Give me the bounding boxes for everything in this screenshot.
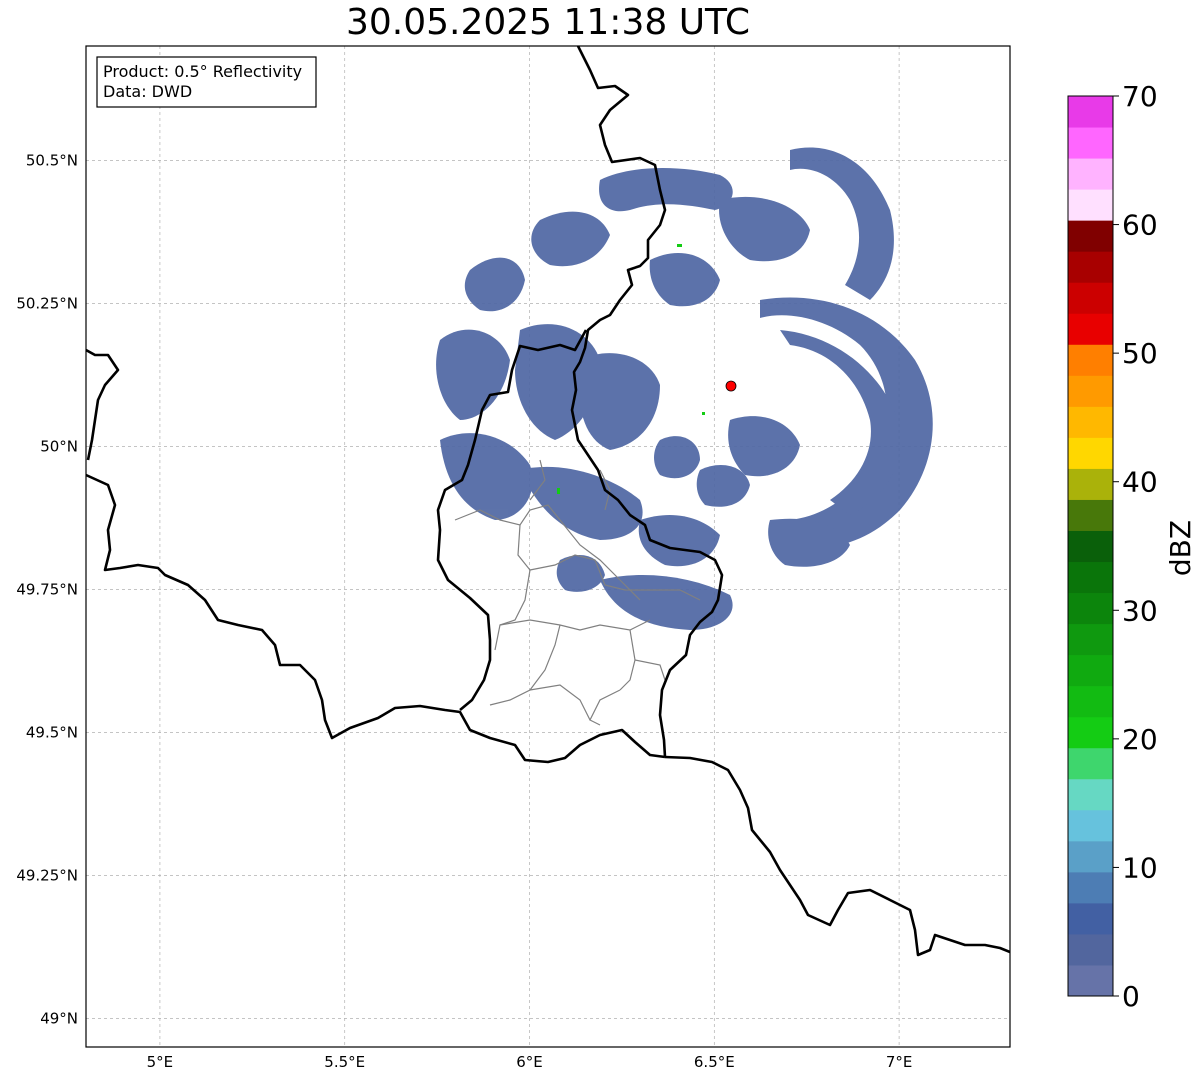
- colorbar-segment: [1068, 158, 1113, 190]
- reflectivity-echoes: [436, 147, 933, 630]
- national-borders: [86, 46, 1010, 957]
- colorbar-segment: [1068, 468, 1113, 500]
- colorbar-frame: [1067, 95, 1114, 997]
- gridlines: [86, 46, 1010, 1047]
- colorbar-segment: [1068, 716, 1113, 749]
- lon-tick-label: 6°E: [516, 1053, 543, 1071]
- colorbar-segment: [1068, 406, 1113, 438]
- colorbar-segment: [1068, 809, 1113, 842]
- info-data-source: Data: DWD: [103, 82, 192, 101]
- colorbar-tick-label: 60: [1122, 209, 1158, 242]
- info-product: Product: 0.5° Reflectivity: [103, 62, 302, 81]
- colorbar-segment: [1068, 189, 1113, 221]
- colorbar-tick-label: 70: [1122, 80, 1158, 113]
- map-title: 30.05.2025 11:38 UTC: [345, 2, 751, 43]
- lon-tick-label: 5°E: [147, 1053, 174, 1071]
- colorbar: [1068, 96, 1113, 997]
- colorbar-segment: [1068, 282, 1113, 314]
- lat-tick-label: 49.75°N: [16, 580, 78, 598]
- lon-tick-label: 7°E: [886, 1053, 913, 1071]
- colorbar-segment: [1068, 902, 1113, 935]
- colorbar-segment: [1068, 840, 1113, 873]
- colorbar-segment: [1068, 530, 1113, 563]
- colorbar-segment: [1068, 623, 1113, 656]
- colorbar-label: dBZ: [1164, 520, 1197, 576]
- colorbar-tick-label: 30: [1122, 594, 1158, 627]
- colorbar-segment: [1068, 561, 1113, 594]
- colorbar-segment: [1068, 871, 1113, 904]
- colorbar-segment: [1068, 220, 1113, 252]
- latitude-tick-labels: 49°N 49.25°N 49.5°N 49.75°N 50°N 50.25°N 50.5°…: [16, 151, 78, 1027]
- colorbar-segment: [1068, 127, 1113, 159]
- lon-tick-label: 5.5°E: [324, 1053, 365, 1071]
- colorbar-segment: [1068, 654, 1113, 687]
- colorbar-tick-label: 20: [1122, 723, 1158, 756]
- colorbar-segment: [1068, 251, 1113, 283]
- colorbar-segment: [1068, 964, 1113, 997]
- colorbar-tick-label: 50: [1122, 337, 1158, 370]
- lon-tick-label: 6.5°E: [694, 1053, 735, 1071]
- colorbar-segment: [1068, 933, 1113, 966]
- colorbar-segment: [1068, 96, 1113, 128]
- lat-tick-label: 50.5°N: [26, 151, 78, 169]
- lat-tick-label: 49.25°N: [16, 866, 78, 884]
- colorbar-tick-label: 10: [1122, 851, 1158, 884]
- colorbar-segment: [1068, 747, 1113, 780]
- colorbar-segment: [1068, 344, 1113, 376]
- radar-site-marker: [725, 380, 737, 392]
- colorbar-segment: [1068, 592, 1113, 625]
- colorbar-segment: [1068, 778, 1113, 811]
- colorbar-segment: [1068, 685, 1113, 718]
- colorbar-segment: [1068, 313, 1113, 345]
- lat-tick-label: 50°N: [40, 437, 78, 455]
- colorbar-tick-labels: 0 10 20 30 40 50 60 70: [1113, 80, 1158, 1013]
- map-frame: [85, 45, 1011, 1048]
- colorbar-tick-label: 0: [1122, 980, 1140, 1013]
- lat-tick-label: 50.25°N: [16, 294, 78, 312]
- lat-tick-label: 49°N: [40, 1009, 78, 1027]
- lat-tick-label: 49.5°N: [26, 723, 78, 741]
- info-box: Product: 0.5° Reflectivity Data: DWD: [96, 56, 317, 108]
- colorbar-segment: [1068, 375, 1113, 407]
- colorbar-tick-label: 40: [1122, 466, 1158, 499]
- longitude-tick-labels: 5°E 5.5°E 6°E 6.5°E 7°E: [147, 1053, 913, 1071]
- colorbar-segment: [1068, 499, 1113, 531]
- regional-borders: [454, 459, 701, 726]
- green-echo-speckles: [557, 244, 705, 494]
- colorbar-segment: [1068, 437, 1113, 469]
